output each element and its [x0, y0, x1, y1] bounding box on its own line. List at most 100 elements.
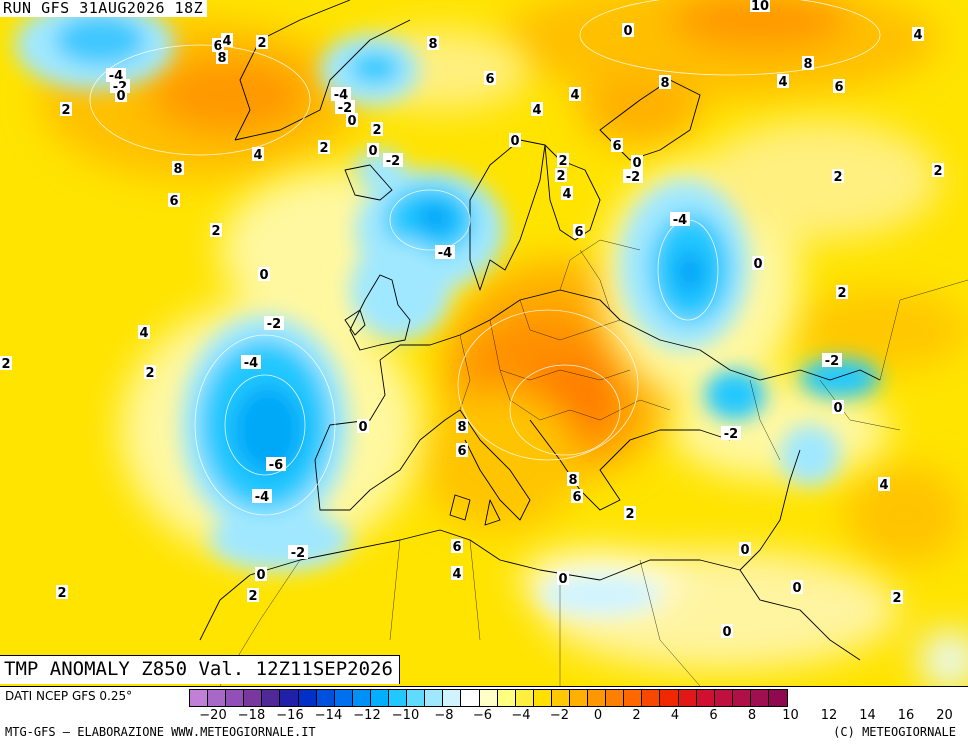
anomaly-cold-zones [15, 0, 880, 615]
isoline-label: 4 [139, 326, 148, 341]
legend-tick-label: −10 [391, 708, 420, 723]
isoline-label-bg [571, 489, 583, 503]
isoline-label-bg [255, 567, 267, 581]
isoline-label-bg [331, 87, 351, 101]
legend-tick-label: 16 [897, 708, 915, 723]
isoline-label: 6 [485, 72, 494, 87]
isoline-label-bg [721, 426, 741, 440]
isoline-label: 8 [457, 420, 466, 435]
isoline-label: 0 [722, 625, 731, 640]
isoline-label-bg [456, 419, 468, 433]
legend-tick-label: 20 [936, 708, 953, 723]
legend-swatch [443, 690, 462, 706]
legend-swatch [750, 690, 769, 706]
isoline-label-bg [451, 539, 463, 553]
isoline-label: 6 [452, 540, 461, 555]
isoline-label: 4 [570, 88, 579, 103]
legend-swatch [461, 690, 480, 706]
isoline-label-bg [252, 489, 272, 503]
legend-swatch [226, 690, 245, 706]
isoline-label: 8 [173, 162, 182, 177]
legend-swatch [334, 690, 353, 706]
isoline-label-bg [115, 88, 127, 102]
legend-swatch [588, 690, 607, 706]
isoline-label: 8 [568, 473, 577, 488]
run-label: RUN GFS 31AUG2026 18Z [0, 0, 208, 17]
isoline-label-bg [106, 68, 126, 82]
isoline-label: 0 [740, 543, 749, 558]
legend-tick-label: 2 [632, 708, 641, 723]
country-borders [219, 239, 968, 686]
isoline-label: 4 [879, 478, 888, 493]
isoline-label-bg [750, 0, 770, 12]
isoline-label-bg [509, 133, 521, 147]
isoline-label: 0 [792, 581, 801, 596]
isoline-label-bg [670, 212, 690, 226]
legend-swatch [642, 690, 661, 706]
isoline-label-bg [912, 27, 924, 41]
legend-swatch [316, 690, 335, 706]
isoline-label-bg [168, 193, 180, 207]
isoline-label-bg [721, 624, 733, 638]
isoline-label: 8 [660, 76, 669, 91]
isoline-label-bg [210, 223, 222, 237]
isoline-label: -4 [673, 213, 687, 228]
isoline-label: 0 [558, 572, 567, 587]
isoline-label-bg [569, 87, 581, 101]
isoline-label: -2 [825, 354, 839, 369]
isoline-label: 2 [556, 169, 565, 184]
isoline-label: 0 [347, 114, 356, 129]
isolines [89, 0, 881, 516]
isoline-label: -2 [291, 546, 305, 561]
isoline-label-bg [216, 50, 228, 64]
isoline-label: 0 [510, 134, 519, 149]
legend-swatch [515, 690, 534, 706]
isoline-label: 0 [753, 257, 762, 272]
isoline-label: -4 [438, 246, 452, 261]
legend-tick-label: −4 [511, 708, 531, 723]
legend-tick-label: 10 [782, 708, 799, 723]
isoline-label-bg [932, 163, 944, 177]
isoline-label-bg [611, 138, 623, 152]
isoline-label-bg [371, 122, 383, 136]
isoline-label: 6 [612, 139, 621, 154]
legend-tick-label: 12 [820, 708, 838, 723]
isoline-label-bg [172, 161, 184, 175]
legend-swatch [732, 690, 751, 706]
isoline-label: 2 [57, 586, 66, 601]
legend-swatch [208, 690, 227, 706]
isoline-label-bg [531, 102, 543, 116]
isoline-label: 4 [562, 187, 571, 202]
isoline-label-bg [56, 585, 68, 599]
legend-tick-label: −16 [276, 708, 304, 723]
isoline-label: 6 [572, 490, 581, 505]
isoline-label: 6 [213, 39, 222, 54]
isoline-label: 4 [222, 34, 231, 49]
isoline-label: 2 [892, 591, 901, 606]
isoline-label-bg [288, 545, 308, 559]
isoline-label: 4 [452, 567, 461, 582]
isoline-label: 2 [319, 141, 328, 156]
legend-ticks: −20 −18 −16 −14 −12 −10 −8 −6 −4 −2 0 2 4 6 8 10 12 14 16 2… [189, 708, 967, 724]
footer: DATI NCEP GFS 0.25° −20 −18 −16 −14 −12 −10 −8… [0, 686, 968, 746]
legend-swatch [624, 690, 643, 706]
isoline-label: 0 [116, 89, 125, 104]
isoline-label: 2 [833, 170, 842, 185]
isoline-label: 8 [803, 57, 812, 72]
isoline-label-bg [836, 285, 848, 299]
isoline-label-bg [318, 140, 330, 154]
isoline-label: 4 [253, 148, 262, 163]
isoline-label-bg [427, 36, 439, 50]
isoline-label-bg [258, 267, 270, 281]
legend-swatch [280, 690, 299, 706]
isoline-label: 6 [169, 194, 178, 209]
isoline-label-bg [266, 457, 286, 471]
isoline-label: -2 [338, 101, 352, 116]
isoline-label-bg [383, 153, 403, 167]
isoline-label-bg [567, 472, 579, 486]
isoline-label-bg [557, 571, 569, 585]
legend-tick-label: 14 [859, 708, 876, 723]
legend-swatch [425, 690, 444, 706]
isoline-label: 0 [358, 420, 367, 435]
isoline-label: 2 [558, 154, 567, 169]
